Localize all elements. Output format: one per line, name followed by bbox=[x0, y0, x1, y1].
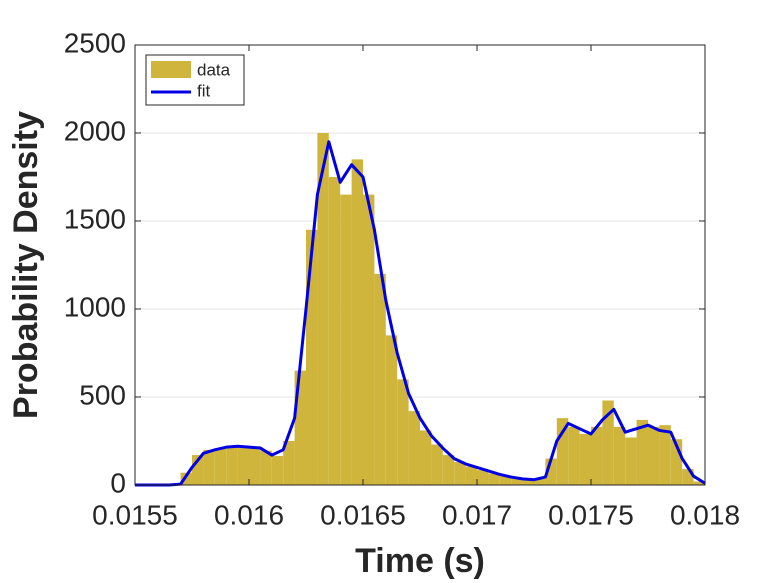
legend-label: fit bbox=[197, 81, 211, 100]
bar bbox=[214, 448, 227, 485]
x-tick-label: 0.0165 bbox=[320, 499, 406, 530]
y-tick-label: 1500 bbox=[64, 203, 126, 234]
legend: data fit bbox=[145, 54, 245, 106]
bar bbox=[397, 379, 409, 485]
bar bbox=[613, 426, 626, 485]
bar bbox=[374, 273, 386, 485]
bar bbox=[192, 455, 204, 485]
bar bbox=[670, 439, 683, 485]
bar bbox=[602, 400, 614, 485]
bar bbox=[659, 425, 671, 485]
x-tick-label: 0.016 bbox=[214, 499, 284, 530]
bar bbox=[579, 433, 591, 485]
bar bbox=[340, 194, 352, 485]
bar bbox=[408, 411, 420, 485]
bar bbox=[271, 455, 284, 485]
bar bbox=[534, 478, 546, 485]
bar bbox=[260, 450, 272, 485]
bar bbox=[693, 481, 705, 485]
x-tick-label: 0.017 bbox=[442, 499, 512, 530]
x-tick-label: 0.0175 bbox=[548, 499, 634, 530]
fit-line bbox=[135, 140, 706, 487]
x-tick-label: 0.018 bbox=[670, 499, 740, 530]
bar bbox=[499, 476, 512, 485]
bar bbox=[568, 426, 580, 485]
bar bbox=[465, 466, 477, 485]
bar bbox=[249, 448, 261, 485]
bar bbox=[431, 444, 443, 485]
bar bbox=[636, 419, 648, 485]
bar bbox=[328, 177, 341, 485]
bar bbox=[454, 462, 466, 485]
bar bbox=[351, 159, 363, 485]
bar bbox=[442, 455, 455, 485]
y-tick-label: 2500 bbox=[64, 27, 126, 58]
axes-box bbox=[134, 44, 706, 486]
bar bbox=[317, 133, 329, 485]
bar bbox=[511, 477, 523, 485]
bar bbox=[591, 426, 603, 485]
bar bbox=[522, 479, 534, 485]
bar bbox=[420, 430, 432, 485]
bar bbox=[625, 437, 637, 485]
bar bbox=[648, 426, 660, 485]
bar bbox=[226, 446, 238, 485]
y-tick-label: 1000 bbox=[64, 291, 126, 322]
bar bbox=[488, 473, 500, 485]
bar bbox=[283, 441, 295, 485]
bar bbox=[363, 194, 375, 485]
y-tick-label: 2000 bbox=[64, 115, 126, 146]
y-tick-label: 0 bbox=[110, 467, 126, 498]
bar bbox=[294, 370, 306, 485]
legend-label: data bbox=[197, 60, 231, 79]
legend-swatch bbox=[151, 61, 191, 78]
x-axis-label: Time (s) bbox=[355, 542, 485, 580]
bar bbox=[306, 229, 318, 485]
bar bbox=[180, 472, 192, 485]
bar bbox=[477, 470, 489, 485]
bar bbox=[385, 335, 398, 485]
bar bbox=[545, 458, 557, 485]
bar bbox=[237, 446, 249, 485]
bar bbox=[682, 469, 694, 485]
y-axis-label: Probability Density bbox=[7, 111, 45, 419]
y-tick-label: 500 bbox=[79, 379, 126, 410]
bar bbox=[556, 418, 569, 485]
x-tick-label: 0.0155 bbox=[92, 499, 178, 530]
bar bbox=[203, 449, 215, 485]
